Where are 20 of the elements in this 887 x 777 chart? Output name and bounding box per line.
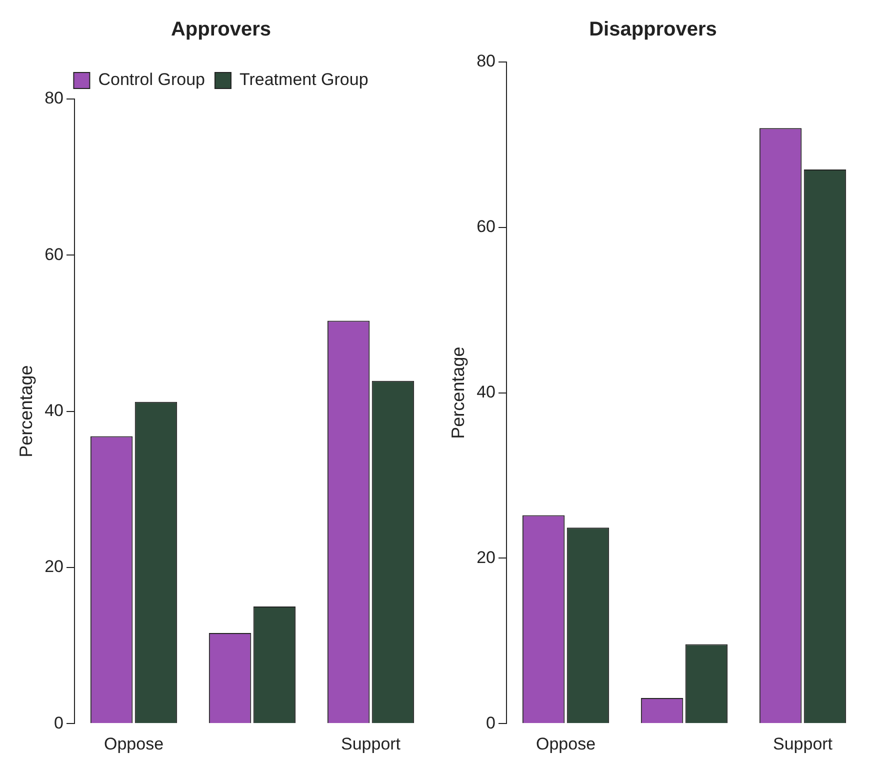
x-tick-label: Support <box>772 734 833 754</box>
y-tick-label: 20 <box>44 557 64 576</box>
y-tick-label: 20 <box>476 548 496 567</box>
y-tick-label: 0 <box>486 713 496 732</box>
legend-label: Treatment Group <box>239 70 368 90</box>
y-tick-label: 40 <box>476 382 496 402</box>
chart-title: Disapprovers <box>589 18 717 41</box>
y-tick-label: 80 <box>44 88 64 108</box>
y-tick-label: 0 <box>54 713 64 732</box>
y-axis-title: Percentage <box>448 346 468 439</box>
y-tick-label: 80 <box>476 52 496 71</box>
y-axis-title: Percentage <box>16 365 36 458</box>
y-tick-label: 60 <box>476 217 496 236</box>
chart-title: Approvers <box>170 18 272 41</box>
x-tick-label: Oppose <box>536 734 596 754</box>
y-tick-label: 60 <box>44 244 64 264</box>
x-tick-label: Oppose <box>104 734 164 754</box>
y-tick-label: 40 <box>44 400 64 420</box>
legend-label: Control Group <box>98 70 205 90</box>
x-tick-label: Support <box>340 734 401 754</box>
